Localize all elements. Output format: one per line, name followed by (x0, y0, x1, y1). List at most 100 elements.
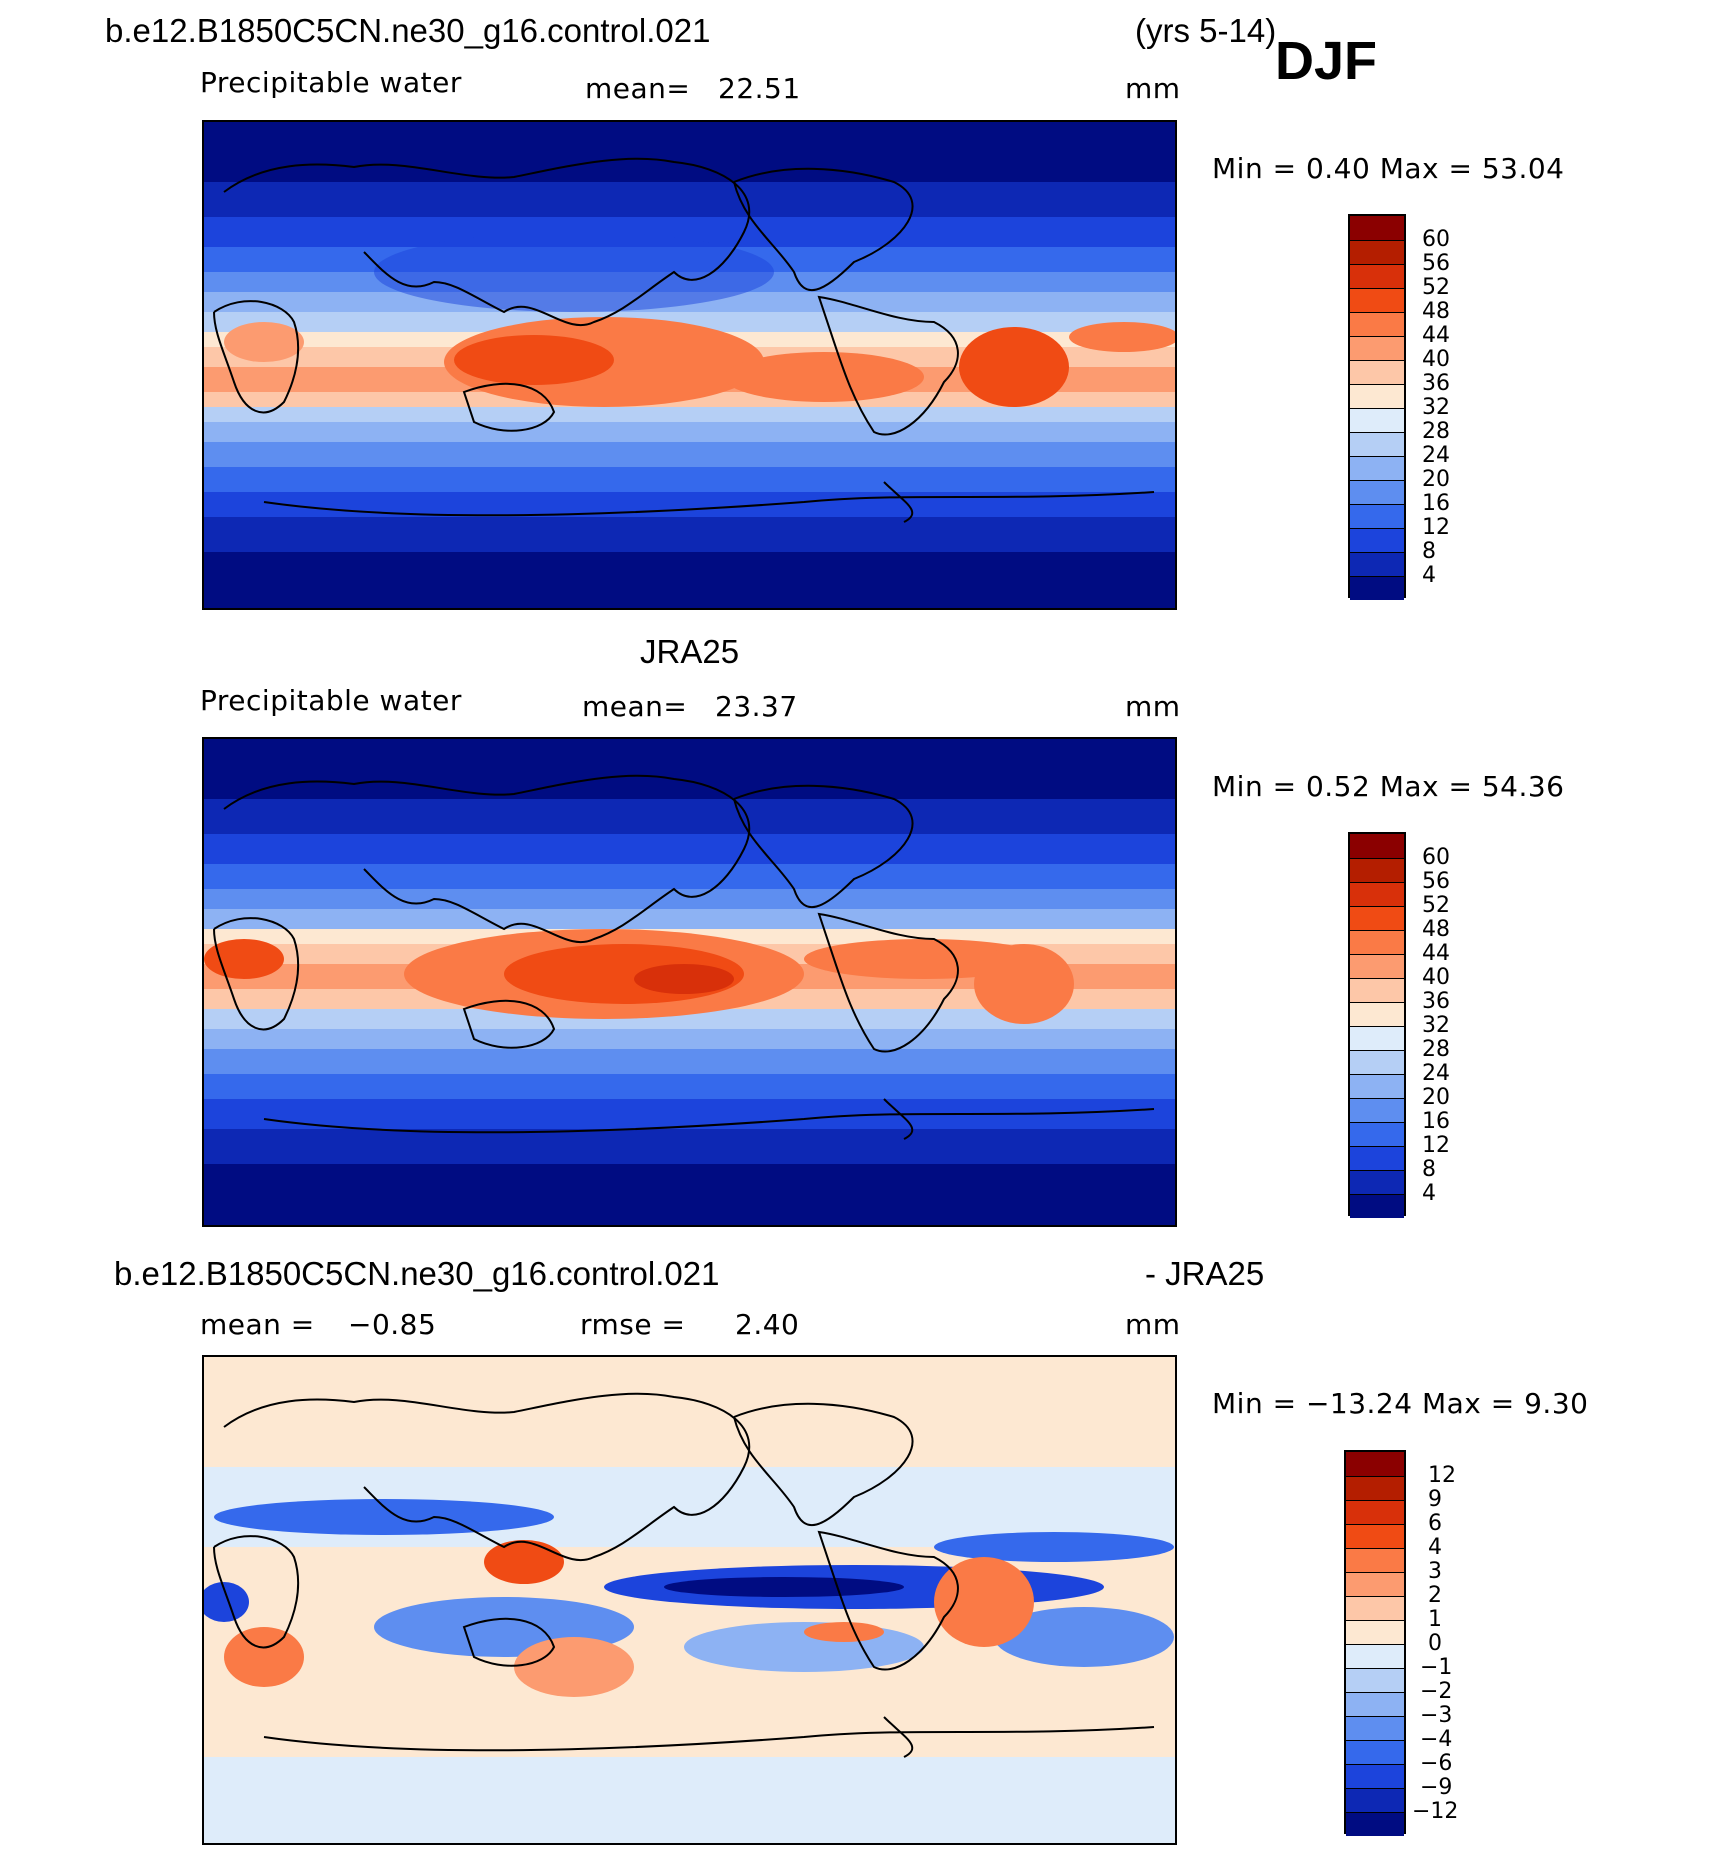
panel3-coastlines (213, 1392, 1155, 1758)
cbar3-tick: 3 (1428, 1559, 1442, 1584)
panel2-units: mm (1125, 690, 1181, 723)
cbar1-tick: 52 (1422, 275, 1450, 300)
cbar3-tick: 12 (1428, 1463, 1456, 1488)
cbar2-seg-7 (1350, 1002, 1404, 1026)
cbar3-seg-9 (1346, 1668, 1404, 1692)
panel3-units: mm (1125, 1308, 1181, 1341)
cbar2-seg-11 (1350, 1098, 1404, 1122)
cbar2-seg-6 (1350, 978, 1404, 1002)
cbar1-tick: 20 (1422, 467, 1450, 492)
cbar1-seg-15 (1350, 576, 1404, 600)
cbar2-seg-0 (1350, 834, 1404, 858)
panel1-mean-label: mean= (585, 72, 691, 105)
cbar3-seg-15 (1346, 1812, 1404, 1836)
cbar3-seg-5 (1346, 1572, 1404, 1596)
cbar1-seg-8 (1350, 408, 1404, 432)
panel3-case-title: b.e12.B1850C5CN.ne30_g16.control.021 (114, 1255, 720, 1292)
panel2-variable: Precipitable water (200, 684, 462, 717)
cbar3-seg-10 (1346, 1692, 1404, 1716)
cbar2-tick: 20 (1422, 1085, 1450, 1110)
cbar1-seg-4 (1350, 312, 1404, 336)
cbar2-seg-8 (1350, 1026, 1404, 1050)
cbar3-tick: −12 (1412, 1799, 1459, 1824)
cbar2-tick: 12 (1422, 1133, 1450, 1158)
colorbar-1 (1348, 214, 1406, 600)
cbar2-seg-12 (1350, 1122, 1404, 1146)
season-label: DJF (1275, 31, 1378, 91)
cbar3-seg-8 (1346, 1644, 1404, 1668)
cbar2-tick: 40 (1422, 965, 1450, 990)
cbar2-tick: 36 (1422, 989, 1450, 1014)
cbar2-tick: 16 (1422, 1109, 1450, 1134)
cbar1-tick: 32 (1422, 395, 1450, 420)
cbar3-tick: −9 (1420, 1775, 1453, 1800)
cbar1-seg-13 (1350, 528, 1404, 552)
cbar1-tick: 24 (1422, 443, 1450, 468)
cbar2-tick: 56 (1422, 869, 1450, 894)
cbar1-seg-14 (1350, 552, 1404, 576)
cbar3-tick: 0 (1428, 1631, 1442, 1656)
panel3-difference-map (202, 1355, 1177, 1845)
cbar2-tick: 60 (1422, 845, 1450, 870)
cbar3-seg-0 (1346, 1452, 1404, 1476)
cbar3-seg-7 (1346, 1620, 1404, 1644)
panel1-map-svg (204, 122, 1175, 608)
cbar1-tick: 16 (1422, 491, 1450, 516)
cbar3-seg-3 (1346, 1524, 1404, 1548)
cbar1-seg-1 (1350, 240, 1404, 264)
panel2-minmax: Min = 0.52 Max = 54.36 (1212, 770, 1565, 803)
panel2-map-svg (204, 739, 1175, 1225)
panel1-model-map (202, 120, 1177, 610)
panel1-units: mm (1125, 72, 1181, 105)
panel2-mean-value: 23.37 (715, 690, 798, 723)
panel3-minus-label: - JRA25 (1145, 1255, 1265, 1292)
cbar1-tick: 48 (1422, 299, 1450, 324)
cbar1-seg-2 (1350, 264, 1404, 288)
cbar2-tick: 48 (1422, 917, 1450, 942)
cbar1-tick: 12 (1422, 515, 1450, 540)
cbar2-seg-1 (1350, 858, 1404, 882)
cbar1-tick: 60 (1422, 227, 1450, 252)
panel2-title: JRA25 (640, 633, 740, 670)
cbar3-seg-11 (1346, 1716, 1404, 1740)
cbar2-tick: 32 (1422, 1013, 1450, 1038)
cbar2-seg-4 (1350, 930, 1404, 954)
panel1-mean-value: 22.51 (718, 72, 801, 105)
panel3-rmse-label: rmse = (580, 1308, 686, 1341)
cbar1-seg-3 (1350, 288, 1404, 312)
cbar1-seg-12 (1350, 504, 1404, 528)
cbar1-seg-9 (1350, 432, 1404, 456)
panel3-mean-label: mean = (200, 1308, 315, 1341)
panel3-rmse-value: 2.40 (735, 1308, 800, 1341)
cbar3-seg-14 (1346, 1788, 1404, 1812)
panel2-coastlines (213, 774, 1155, 1140)
cbar3-tick: −6 (1420, 1751, 1453, 1776)
cbar1-seg-0 (1350, 216, 1404, 240)
panel2-obs-map (202, 737, 1177, 1227)
cbar2-seg-15 (1350, 1194, 1404, 1218)
cbar1-seg-10 (1350, 456, 1404, 480)
cbar1-seg-11 (1350, 480, 1404, 504)
cbar2-tick: 52 (1422, 893, 1450, 918)
cbar3-tick: −1 (1420, 1655, 1453, 1680)
cbar2-seg-10 (1350, 1074, 1404, 1098)
cbar2-seg-3 (1350, 906, 1404, 930)
panel1-years: (yrs 5-14) (1135, 12, 1277, 49)
cbar1-tick: 44 (1422, 323, 1450, 348)
panel1-coastlines (213, 157, 1155, 523)
cbar3-seg-13 (1346, 1764, 1404, 1788)
cbar2-tick: 8 (1422, 1157, 1436, 1182)
cbar1-tick: 40 (1422, 347, 1450, 372)
panel1-minmax: Min = 0.40 Max = 53.04 (1212, 152, 1565, 185)
cbar3-tick: 4 (1428, 1535, 1442, 1560)
cbar3-seg-4 (1346, 1548, 1404, 1572)
cbar3-seg-1 (1346, 1476, 1404, 1500)
cbar2-seg-9 (1350, 1050, 1404, 1074)
cbar1-tick: 4 (1422, 563, 1436, 588)
panel3-minmax: Min = −13.24 Max = 9.30 (1212, 1387, 1589, 1420)
cbar3-tick: −3 (1420, 1703, 1453, 1728)
panel1-variable: Precipitable water (200, 66, 462, 99)
cbar3-tick: 1 (1428, 1607, 1442, 1632)
cbar1-seg-5 (1350, 336, 1404, 360)
cbar1-tick: 8 (1422, 539, 1436, 564)
